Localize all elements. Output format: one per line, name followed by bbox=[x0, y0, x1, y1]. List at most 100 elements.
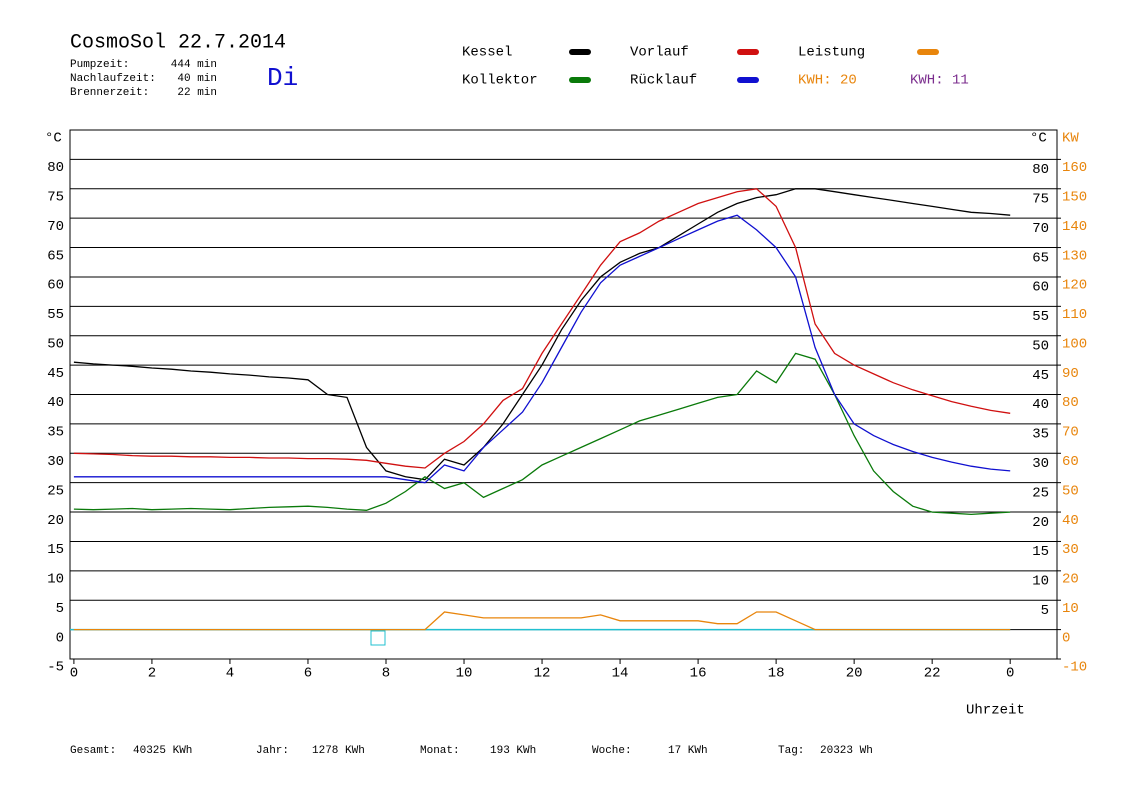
y2-tick-label: 160 bbox=[1062, 160, 1087, 176]
legend-label: Leistung bbox=[798, 45, 865, 61]
y2-tick-label: 130 bbox=[1062, 248, 1087, 264]
y2-tick-label: 100 bbox=[1062, 336, 1087, 352]
x-tick-label: 14 bbox=[612, 666, 629, 682]
x-tick-label: 2 bbox=[148, 666, 156, 682]
info-value: 444 min bbox=[171, 59, 217, 71]
y-tick-label: 65 bbox=[47, 248, 64, 264]
x-tick-label: 6 bbox=[304, 666, 312, 682]
y-tick-label: 0 bbox=[56, 630, 64, 646]
x-tick-label: 20 bbox=[846, 666, 863, 682]
x-tick-label: 4 bbox=[226, 666, 234, 682]
y-unit-right: °C bbox=[1030, 131, 1047, 147]
y-tick-label-right: 5 bbox=[1041, 603, 1049, 619]
y2-tick-label: 50 bbox=[1062, 483, 1079, 499]
info-label: Brennerzeit: bbox=[70, 87, 149, 99]
y2-tick-label: 110 bbox=[1062, 307, 1087, 323]
y2-tick-label: -10 bbox=[1062, 660, 1087, 676]
x-tick-label: 8 bbox=[382, 666, 390, 682]
series-line bbox=[73, 611, 1011, 631]
y-tick-label: 35 bbox=[47, 425, 64, 441]
x-axis-label: Uhrzeit bbox=[966, 703, 1025, 719]
series-line bbox=[73, 214, 1011, 484]
total-value: 193 KWh bbox=[490, 745, 536, 757]
x-tick-label: 22 bbox=[924, 666, 941, 682]
y-tick-label-right: 80 bbox=[1032, 162, 1049, 178]
x-tick-label: 12 bbox=[534, 666, 551, 682]
x-tick-label: 0 bbox=[1006, 666, 1014, 682]
info-label: Pumpzeit: bbox=[70, 59, 129, 71]
y-tick-label: 60 bbox=[47, 278, 64, 294]
y-tick-label: 15 bbox=[47, 542, 64, 558]
y-tick-label-right: 20 bbox=[1032, 515, 1049, 531]
y-tick-label: 40 bbox=[47, 395, 64, 411]
y2-tick-label: 90 bbox=[1062, 366, 1079, 382]
y-tick-label-right: 30 bbox=[1032, 456, 1049, 472]
y-tick-label-right: 50 bbox=[1032, 338, 1049, 354]
y2-tick-label: 10 bbox=[1062, 601, 1079, 617]
y2-tick-label: 70 bbox=[1062, 425, 1079, 441]
y-tick-label-right: 55 bbox=[1032, 309, 1049, 325]
y-tick-label: 5 bbox=[56, 601, 64, 617]
y2-tick-label: 80 bbox=[1062, 395, 1079, 411]
total-label: Woche: bbox=[592, 745, 632, 757]
y-tick-label-right: 75 bbox=[1032, 191, 1049, 207]
series-line bbox=[73, 352, 1011, 516]
y-unit: °C bbox=[45, 131, 62, 147]
y-tick-label: -5 bbox=[47, 660, 64, 676]
y2-tick-label: 40 bbox=[1062, 513, 1079, 529]
marker-box bbox=[370, 630, 386, 646]
y2-unit: KW bbox=[1062, 131, 1079, 147]
y-tick-label-right: 45 bbox=[1032, 368, 1049, 384]
x-tick-label: 18 bbox=[768, 666, 785, 682]
y2-tick-label: 60 bbox=[1062, 454, 1079, 470]
total-label: Jahr: bbox=[256, 745, 289, 757]
total-value: 1278 KWh bbox=[312, 745, 365, 757]
x-tick-label: 16 bbox=[690, 666, 707, 682]
y-tick-label: 50 bbox=[47, 336, 64, 352]
y-tick-label-right: 15 bbox=[1032, 544, 1049, 560]
total-value: 17 KWh bbox=[668, 745, 708, 757]
series-line bbox=[73, 188, 1011, 481]
legend-label: Rücklauf bbox=[630, 73, 697, 89]
total-label: Gesamt: bbox=[70, 745, 116, 757]
y-tick-label: 10 bbox=[47, 572, 64, 588]
total-label: Tag: bbox=[778, 745, 804, 757]
total-value: 20323 Wh bbox=[820, 745, 873, 757]
y-tick-label-right: 40 bbox=[1032, 397, 1049, 413]
y-tick-label-right: 35 bbox=[1032, 427, 1049, 443]
y-tick-label: 80 bbox=[47, 160, 64, 176]
y2-tick-label: 150 bbox=[1062, 189, 1087, 205]
info-value: 40 min bbox=[177, 73, 217, 85]
y-tick-label: 30 bbox=[47, 454, 64, 470]
y-tick-label: 70 bbox=[47, 219, 64, 235]
y-tick-label-right: 60 bbox=[1032, 280, 1049, 296]
y-tick-label: 45 bbox=[47, 366, 64, 382]
weekday: Di bbox=[267, 63, 298, 93]
legend-label: Kessel bbox=[462, 45, 512, 61]
total-label: Monat: bbox=[420, 745, 460, 757]
y-tick-label: 20 bbox=[47, 513, 64, 529]
kwh-label: KWH: 11 bbox=[910, 73, 969, 89]
y-tick-label: 25 bbox=[47, 483, 64, 499]
y2-tick-label: 140 bbox=[1062, 219, 1087, 235]
info-label: Nachlaufzeit: bbox=[70, 73, 156, 85]
total-value: 40325 KWh bbox=[133, 745, 192, 757]
y2-tick-label: 20 bbox=[1062, 572, 1079, 588]
y-tick-label-right: 25 bbox=[1032, 485, 1049, 501]
y2-tick-label: 120 bbox=[1062, 278, 1087, 294]
y2-tick-label: 30 bbox=[1062, 542, 1079, 558]
info-value: 22 min bbox=[177, 87, 217, 99]
y-tick-label: 55 bbox=[47, 307, 64, 323]
x-tick-label: 0 bbox=[70, 666, 78, 682]
legend-label: Kollektor bbox=[462, 73, 538, 89]
y-tick-label: 75 bbox=[47, 189, 64, 205]
y-tick-label-right: 65 bbox=[1032, 250, 1049, 266]
x-tick-label: 10 bbox=[456, 666, 473, 682]
y2-tick-label: 0 bbox=[1062, 630, 1070, 646]
y-tick-label-right: 10 bbox=[1032, 574, 1049, 590]
kwh-label: KWH: 20 bbox=[798, 73, 857, 89]
series-line bbox=[73, 188, 1011, 469]
chart-title: CosmoSol 22.7.2014 bbox=[70, 31, 286, 54]
legend-label: Vorlauf bbox=[630, 45, 689, 61]
